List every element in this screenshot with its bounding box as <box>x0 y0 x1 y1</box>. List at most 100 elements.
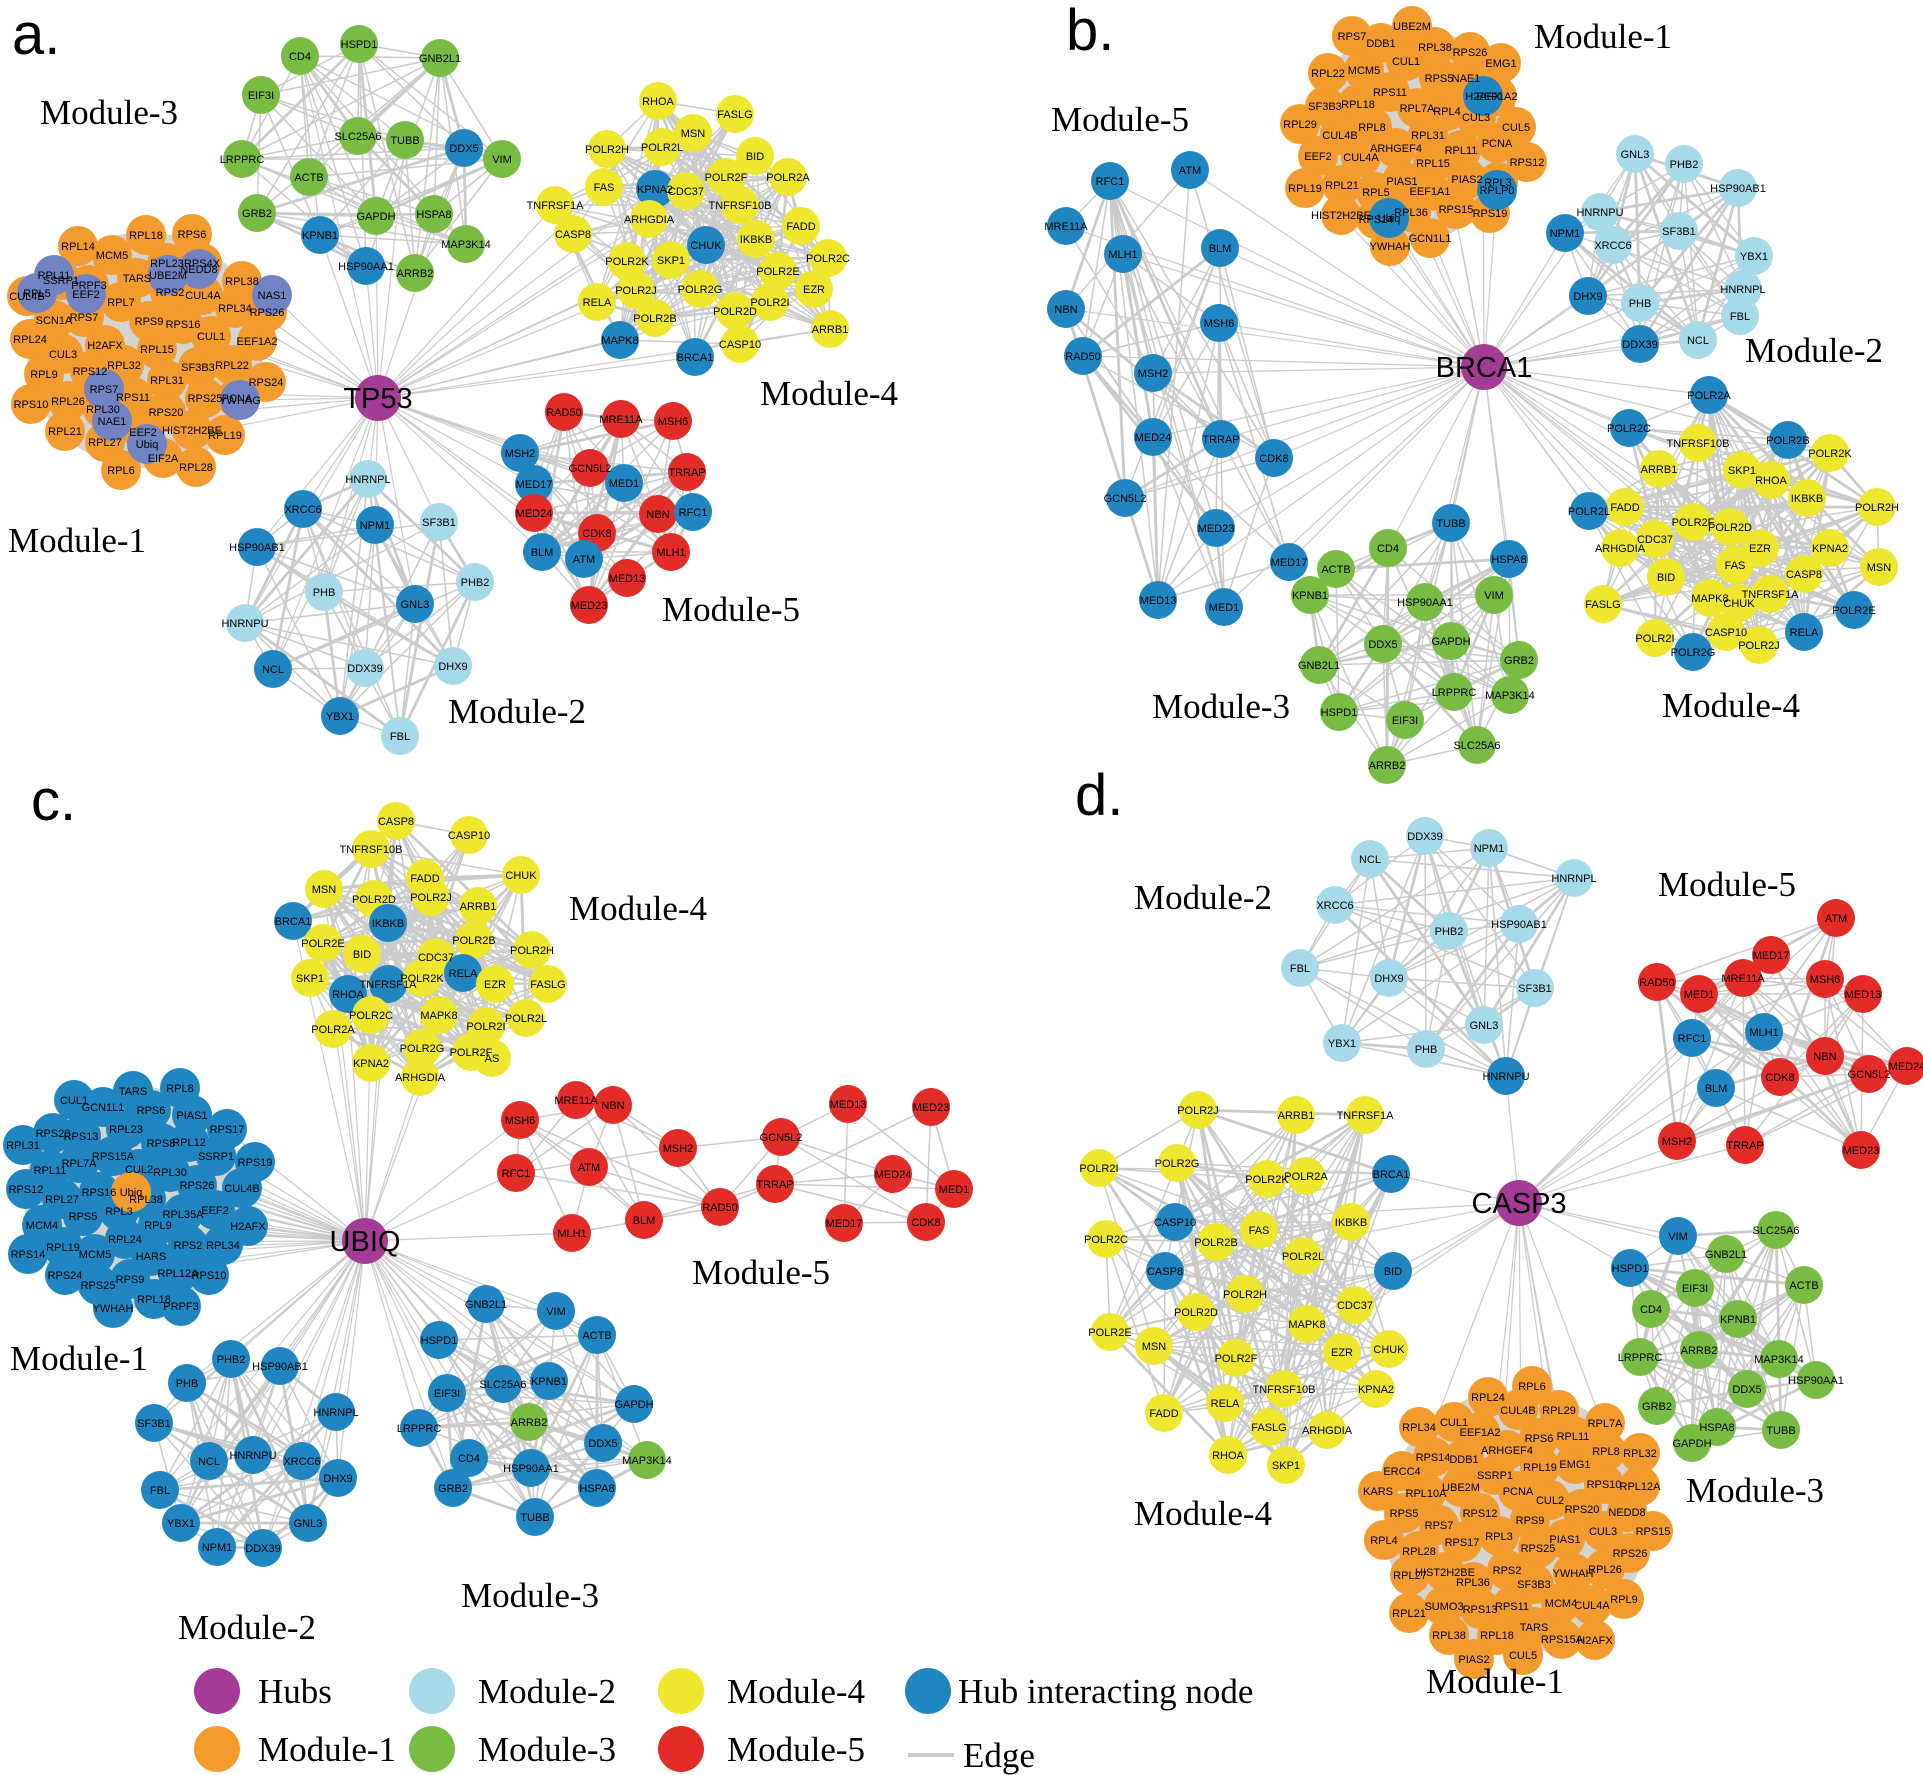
svg-text:RPL36: RPL36 <box>1394 207 1428 219</box>
svg-text:POLR2H: POLR2H <box>1223 1289 1267 1301</box>
svg-text:MED13: MED13 <box>1140 595 1177 607</box>
svg-text:DHX9: DHX9 <box>1374 973 1403 985</box>
svg-text:RPL19: RPL19 <box>1523 1462 1557 1474</box>
svg-text:VIM: VIM <box>546 1306 566 1318</box>
svg-text:CDK8: CDK8 <box>582 528 611 540</box>
svg-text:FBL: FBL <box>1730 311 1750 323</box>
svg-text:RPS14: RPS14 <box>11 1249 46 1261</box>
svg-text:TRRAP: TRRAP <box>756 1179 793 1191</box>
svg-text:RPL34: RPL34 <box>218 303 252 315</box>
svg-text:SKP1: SKP1 <box>296 973 324 985</box>
svg-text:NBN: NBN <box>1813 1051 1836 1063</box>
svg-text:RPL6: RPL6 <box>1518 1381 1546 1393</box>
svg-text:EEF1A2: EEF1A2 <box>1460 1427 1501 1439</box>
svg-text:PHB2: PHB2 <box>1670 159 1699 171</box>
svg-text:POLR2I: POLR2I <box>466 1021 505 1033</box>
svg-text:RPS15: RPS15 <box>1439 204 1474 216</box>
svg-text:RPS25: RPS25 <box>1521 1543 1556 1555</box>
svg-text:Module-4: Module-4 <box>760 374 898 413</box>
svg-text:RPS11: RPS11 <box>1373 87 1407 99</box>
svg-text:YBX1: YBX1 <box>167 1518 195 1530</box>
svg-text:POLR2D: POLR2D <box>1174 1307 1218 1319</box>
svg-text:CDK8: CDK8 <box>1259 453 1288 465</box>
svg-text:Ubiq: Ubiq <box>120 1187 143 1199</box>
svg-text:Module-4: Module-4 <box>1662 686 1800 725</box>
svg-text:GNB2L1: GNB2L1 <box>465 1299 507 1311</box>
svg-text:MRE11A: MRE11A <box>599 414 643 426</box>
svg-text:RPL38: RPL38 <box>129 1194 163 1206</box>
svg-text:POLR2G: POLR2G <box>678 284 723 296</box>
svg-text:FBL: FBL <box>1290 963 1310 975</box>
svg-text:POLR2L: POLR2L <box>505 1013 547 1025</box>
svg-text:RPL34: RPL34 <box>206 1240 240 1252</box>
svg-text:ARRB2: ARRB2 <box>1681 1345 1718 1357</box>
svg-text:GNB2L1: GNB2L1 <box>1705 1249 1747 1261</box>
svg-text:PCNA: PCNA <box>222 393 253 405</box>
svg-text:NBN: NBN <box>1054 304 1077 316</box>
svg-text:SF3B1: SF3B1 <box>1518 983 1552 995</box>
svg-text:CASP10: CASP10 <box>448 830 490 842</box>
svg-text:Module-4: Module-4 <box>569 889 707 928</box>
svg-text:POLR2A: POLR2A <box>1284 1171 1328 1183</box>
svg-text:MCM5: MCM5 <box>96 250 128 262</box>
svg-text:RPL27: RPL27 <box>88 437 122 449</box>
svg-text:NEDD8: NEDD8 <box>180 264 217 276</box>
svg-text:Module-1: Module-1 <box>1534 17 1672 56</box>
svg-text:RPS25: RPS25 <box>188 393 223 405</box>
svg-text:RPL29: RPL29 <box>1283 119 1317 131</box>
svg-text:POLR2G: POLR2G <box>400 1043 445 1055</box>
svg-text:POLR2A: POLR2A <box>1687 390 1731 402</box>
svg-text:EIF3I: EIF3I <box>434 1388 460 1400</box>
svg-text:YBX1: YBX1 <box>326 711 354 723</box>
svg-text:EEF1A2: EEF1A2 <box>237 336 278 348</box>
svg-text:MED1: MED1 <box>1209 602 1240 614</box>
svg-text:PHB: PHB <box>1415 1044 1438 1056</box>
svg-text:GCN5L2: GCN5L2 <box>1104 493 1147 505</box>
svg-text:MED1: MED1 <box>1684 989 1715 1001</box>
svg-text:POLR2C: POLR2C <box>806 253 850 265</box>
svg-text:TNFRSF10B: TNFRSF10B <box>1667 438 1730 450</box>
svg-text:ATM: ATM <box>1825 913 1847 925</box>
svg-text:MED13: MED13 <box>830 1099 867 1111</box>
svg-text:SKP1: SKP1 <box>1728 465 1756 477</box>
svg-text:FADD: FADD <box>1610 502 1639 514</box>
svg-text:POLR2C: POLR2C <box>1084 1234 1128 1246</box>
svg-text:POLR2L: POLR2L <box>641 142 683 154</box>
svg-text:RPL32: RPL32 <box>1623 1448 1657 1460</box>
svg-text:RPS26: RPS26 <box>1613 1548 1648 1560</box>
svg-text:ACTB: ACTB <box>294 172 323 184</box>
svg-text:POLR2D: POLR2D <box>713 306 757 318</box>
svg-text:RPS19: RPS19 <box>1473 208 1508 220</box>
svg-text:MAPK8: MAPK8 <box>1288 1319 1325 1331</box>
svg-text:RPL24: RPL24 <box>108 1234 142 1246</box>
svg-text:HIST2H2BE: HIST2H2BE <box>1311 210 1371 222</box>
svg-text:CUL5: CUL5 <box>1509 1650 1537 1662</box>
svg-text:RPL26: RPL26 <box>51 396 85 408</box>
svg-text:DDB1: DDB1 <box>1449 1454 1478 1466</box>
svg-text:RHOA: RHOA <box>1755 475 1787 487</box>
svg-text:ARRB1: ARRB1 <box>460 901 497 913</box>
svg-text:POLR2F: POLR2F <box>1215 1353 1258 1365</box>
svg-text:GAPDH: GAPDH <box>614 1399 653 1411</box>
svg-text:NPM1: NPM1 <box>1550 228 1581 240</box>
svg-text:PIAS2: PIAS2 <box>1451 174 1482 186</box>
svg-text:RPS5: RPS5 <box>69 1211 98 1223</box>
svg-text:POLR2L: POLR2L <box>1568 506 1610 518</box>
svg-text:RPS20: RPS20 <box>1565 1504 1600 1516</box>
svg-text:RPL30: RPL30 <box>86 404 120 416</box>
svg-text:GCN5L2: GCN5L2 <box>1848 1069 1891 1081</box>
svg-text:RPS17: RPS17 <box>1445 1537 1480 1549</box>
svg-text:POLR2B: POLR2B <box>633 313 676 325</box>
svg-text:POLR2K: POLR2K <box>1245 1174 1289 1186</box>
svg-text:KPNB1: KPNB1 <box>1292 590 1328 602</box>
svg-text:ARRB2: ARRB2 <box>511 1417 548 1429</box>
svg-text:Module-1: Module-1 <box>1426 1662 1564 1701</box>
svg-text:PIAS1: PIAS1 <box>1386 176 1417 188</box>
svg-text:RAD50: RAD50 <box>1065 351 1100 363</box>
svg-text:CDC37: CDC37 <box>1337 1300 1373 1312</box>
svg-text:H2AFX: H2AFX <box>1577 1635 1613 1647</box>
svg-text:ARRB2: ARRB2 <box>397 268 434 280</box>
svg-text:SF3B3: SF3B3 <box>1517 1579 1551 1591</box>
svg-text:RPL15: RPL15 <box>1416 158 1450 170</box>
svg-text:CASP8: CASP8 <box>555 229 591 241</box>
